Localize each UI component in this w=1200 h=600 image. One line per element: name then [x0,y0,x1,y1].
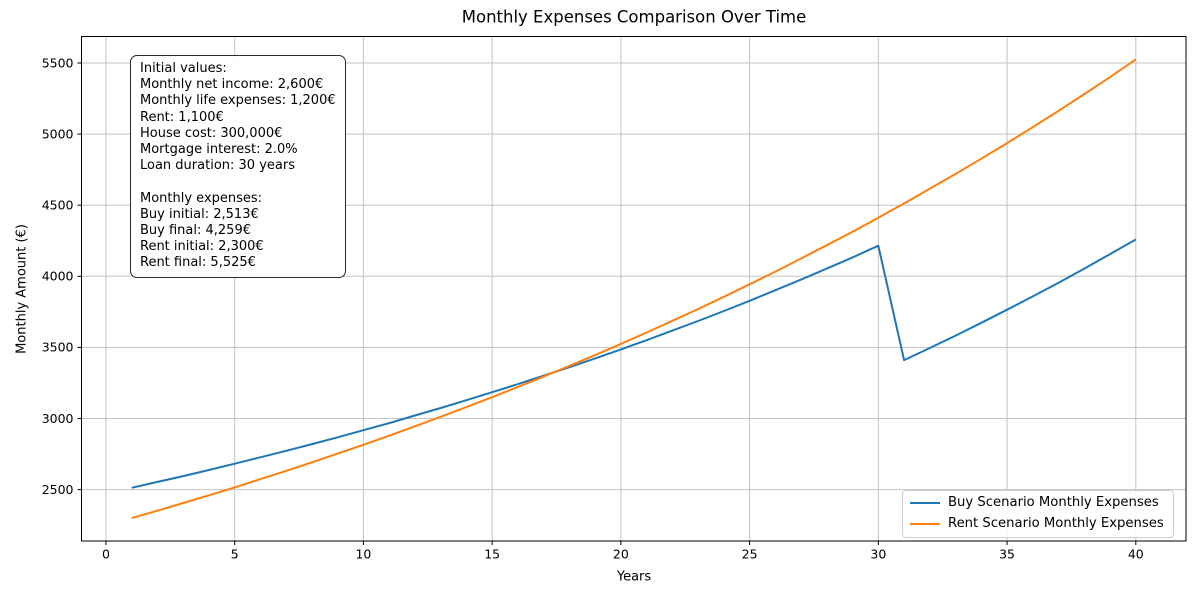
y-tick-label: 4000 [42,269,74,284]
x-tick-label: 0 [102,547,110,562]
legend-item-buy: Buy Scenario Monthly Expenses [910,495,1164,512]
legend: Buy Scenario Monthly Expenses Rent Scenar… [902,490,1174,538]
annotation-line: Rent initial: 2,300€ [140,239,264,255]
x-tick-label: 30 [870,547,886,562]
x-tick-label: 40 [1128,547,1144,562]
legend-line-swatch [910,522,940,525]
annotation-line: Mortgage interest: 2.0% [140,142,298,158]
legend-label: Buy Scenario Monthly Expenses [948,495,1159,510]
x-tick-label: 10 [355,547,371,562]
x-tick-label: 15 [484,547,500,562]
legend-line-swatch [910,502,940,505]
series-line-buy [131,238,1137,489]
y-tick-label: 4500 [42,197,74,212]
annotation-box: Initial values: Monthly net income: 2,600… [130,55,346,278]
x-axis-label: Years [616,569,652,585]
x-tick-label: 25 [742,547,758,562]
y-tick-label: 2500 [42,482,74,497]
annotation-line: House cost: 300,000€ [140,125,283,141]
annotation-line: Initial values: [140,61,227,76]
legend-label: Rent Scenario Monthly Expenses [948,515,1164,531]
x-tick-label: 35 [999,547,1015,562]
x-tick-label: 20 [613,547,629,562]
annotation-line: Buy final: 4,259€ [140,223,251,239]
annotation-line: Monthly life expenses: 1,200€ [140,93,336,109]
annotation-line: Rent final: 5,525€ [140,255,256,271]
legend-item-rent: Rent Scenario Monthly Expenses [910,516,1164,533]
axes-frame [81,36,1187,542]
x-tick-label: 5 [231,547,239,562]
series-line-rent [131,58,1137,520]
annotation-line: Rent: 1,100€ [140,109,224,125]
annotation-line: Loan duration: 30 years [140,158,295,174]
y-tick-label: 5500 [42,55,74,70]
annotation-line: Monthly expenses: [140,190,263,206]
annotation-line: Buy initial: 2,513€ [140,206,259,222]
y-tick-label: 5000 [42,126,74,141]
y-tick-label: 3500 [42,340,74,355]
chart-title: Monthly Expenses Comparison Over Time [461,7,807,27]
annotation-line: Monthly net income: 2,600€ [140,77,324,93]
y-tick-label: 3000 [42,411,74,426]
y-axis-label: Monthly Amount (€) [14,224,30,354]
annotation-blank-line [140,174,336,190]
